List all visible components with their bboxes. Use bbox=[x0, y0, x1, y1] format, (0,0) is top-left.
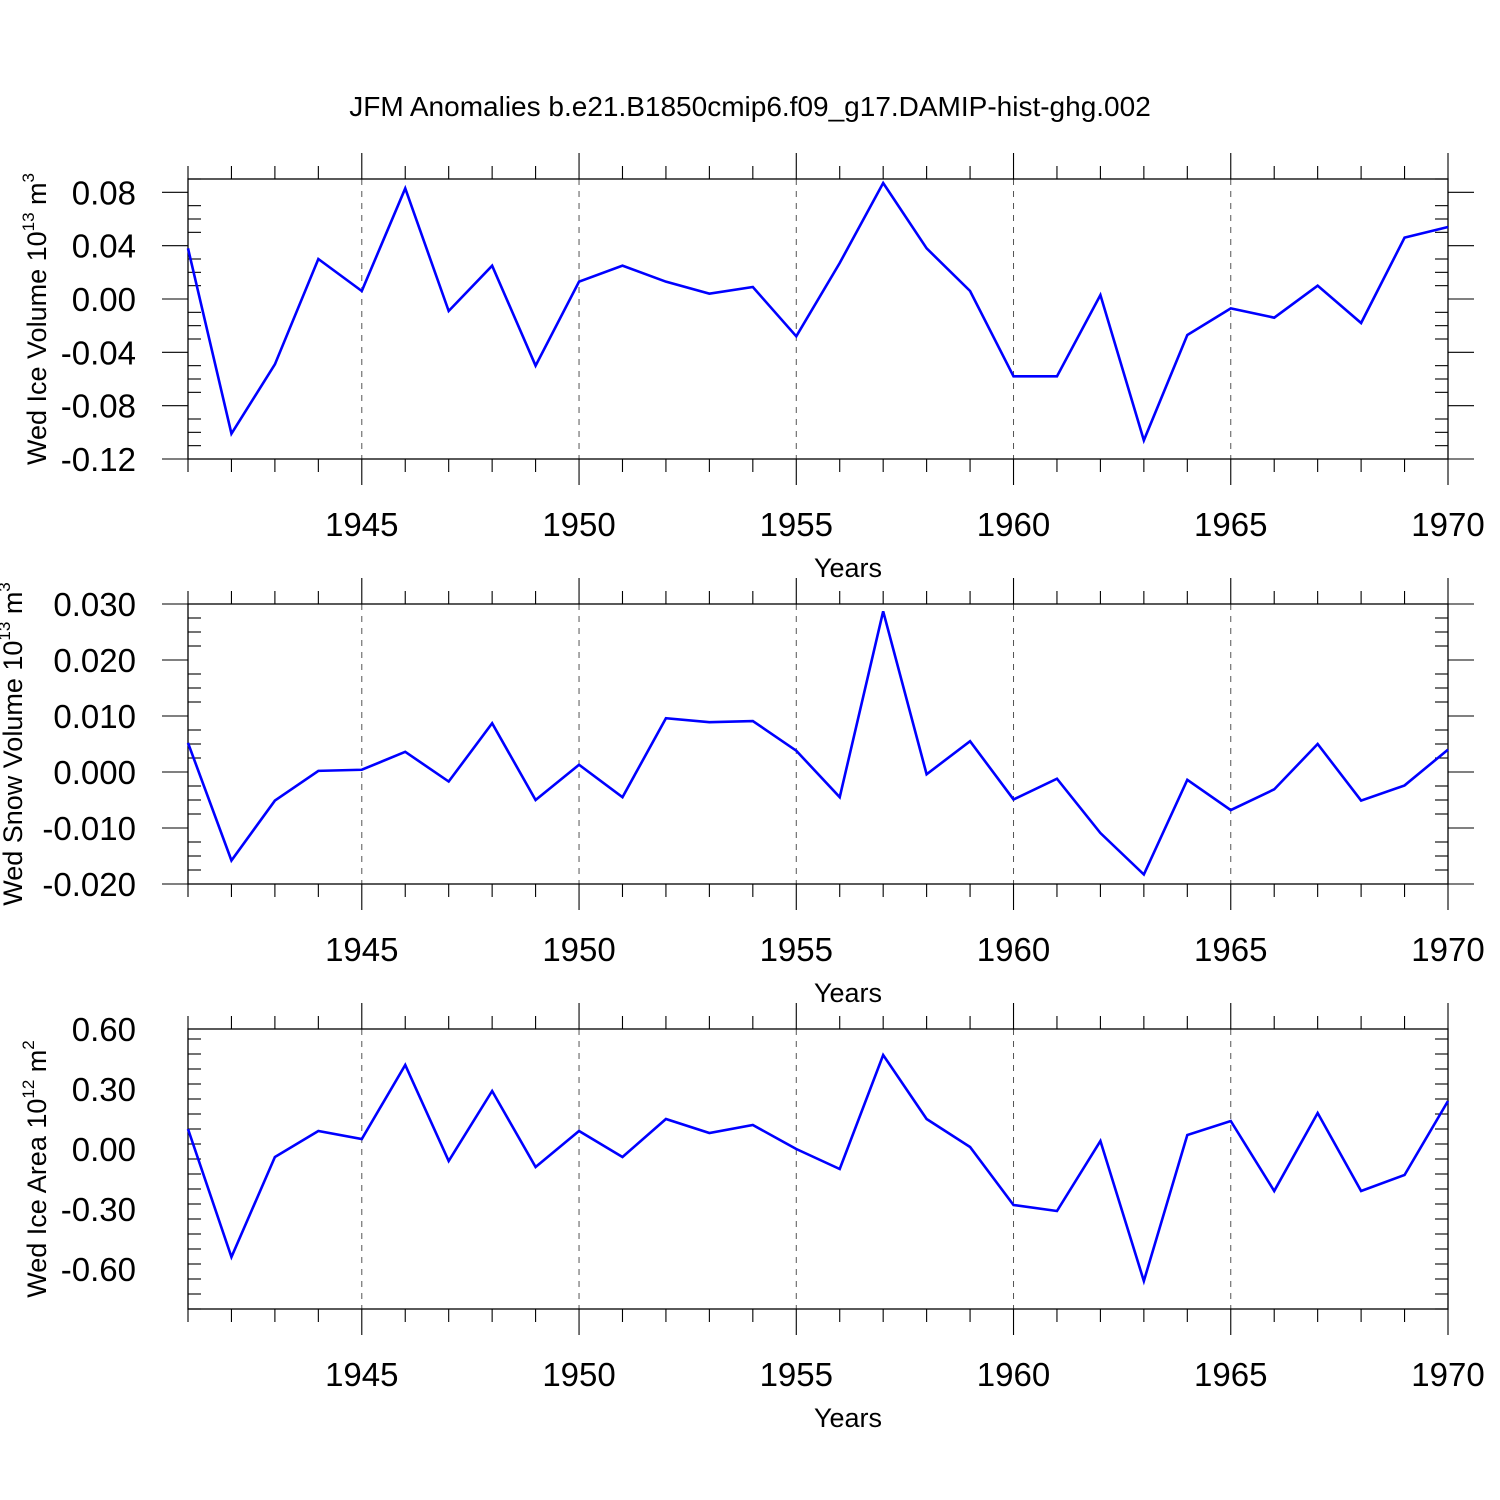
x-tick-label: 1960 bbox=[977, 506, 1050, 543]
x-axis-title: Years bbox=[814, 978, 882, 1008]
y-axis-title-unit-exponent: 3 bbox=[0, 582, 14, 591]
y-axis-title: Wed Snow Volume 1013 m3 bbox=[0, 582, 28, 906]
x-tick-label: 1955 bbox=[760, 506, 833, 543]
y-tick-label: -0.12 bbox=[61, 441, 136, 478]
y-axis-title-exponent: 13 bbox=[19, 212, 38, 231]
y-axis-title-main: Wed Ice Area 10 bbox=[22, 1099, 52, 1298]
y-tick-label: 0.00 bbox=[72, 1131, 136, 1168]
y-tick-label: 0.60 bbox=[72, 1011, 136, 1048]
y-axis-title-unit-exponent: 3 bbox=[19, 173, 38, 182]
x-tick-label: 1950 bbox=[542, 931, 615, 968]
x-tick-label: 1950 bbox=[542, 506, 615, 543]
y-axis-title: Wed Ice Area 1012 m2 bbox=[19, 1040, 52, 1298]
x-tick-label: 1945 bbox=[325, 1356, 398, 1393]
x-axis-title: Years bbox=[814, 1403, 882, 1433]
y-tick-label: -0.60 bbox=[61, 1251, 136, 1288]
x-tick-label: 1945 bbox=[325, 506, 398, 543]
x-tick-label: 1945 bbox=[325, 931, 398, 968]
panel-3: -0.60 -0.30 0.00 0.30 0.60 1945 1950 1955 1960 19… bbox=[19, 1003, 1485, 1433]
y-tick-label: -0.08 bbox=[61, 388, 136, 425]
y-axis-title-main: Wed Ice Volume 10 bbox=[22, 231, 52, 465]
x-tick-label: 1965 bbox=[1194, 931, 1267, 968]
x-tick-label: 1965 bbox=[1194, 506, 1267, 543]
y-tick-label: -0.020 bbox=[42, 866, 136, 903]
plot-frame bbox=[187, 178, 1449, 460]
y-tick-label: 0.00 bbox=[72, 281, 136, 318]
y-tick-label: 0.010 bbox=[53, 698, 136, 735]
y-axis-title-main: Wed Snow Volume 10 bbox=[0, 641, 28, 906]
y-axis-title-unit-exponent: 2 bbox=[19, 1040, 38, 1049]
series-line bbox=[186, 180, 1449, 445]
y-axis-title: Wed Ice Volume 1013 m3 bbox=[19, 173, 52, 465]
series-line bbox=[186, 1052, 1450, 1286]
y-axis-title-unit: m bbox=[22, 1050, 52, 1080]
y-tick-label: -0.30 bbox=[61, 1191, 136, 1228]
x-tick-label: 1965 bbox=[1194, 1356, 1267, 1393]
x-tick-label: 1955 bbox=[760, 1356, 833, 1393]
x-tick-label: 1970 bbox=[1411, 931, 1484, 968]
x-tick-label: 1950 bbox=[542, 1356, 615, 1393]
y-axis-title-unit: m bbox=[0, 592, 28, 622]
y-axis-title-exponent: 13 bbox=[0, 622, 14, 641]
plot-frame bbox=[187, 1028, 1449, 1310]
y-tick-label: 0.030 bbox=[53, 586, 136, 623]
plot-frame bbox=[187, 603, 1449, 885]
y-tick-label: -0.010 bbox=[42, 810, 136, 847]
y-tick-label: 0.020 bbox=[53, 642, 136, 679]
panel-1: -0.12 -0.08 -0.04 0.00 0.04 0.08 1945 1950 1955 1… bbox=[19, 153, 1485, 583]
x-tick-label: 1960 bbox=[977, 1356, 1050, 1393]
x-tick-label: 1955 bbox=[760, 931, 833, 968]
y-tick-label: 0.000 bbox=[53, 754, 136, 791]
y-tick-label: 0.08 bbox=[72, 174, 136, 211]
series-line bbox=[186, 610, 1449, 877]
y-tick-label: 0.04 bbox=[72, 228, 136, 265]
x-axis-title: Years bbox=[814, 553, 882, 583]
chart-title: JFM Anomalies b.e21.B1850cmip6.f09_g17.D… bbox=[349, 91, 1151, 122]
x-tick-label: 1970 bbox=[1411, 1356, 1484, 1393]
y-axis-title-unit: m bbox=[22, 182, 52, 212]
x-tick-label: 1960 bbox=[977, 931, 1050, 968]
y-tick-label: -0.04 bbox=[61, 334, 136, 371]
panel-2: -0.020 -0.010 0.000 0.010 0.020 0.030 1945 1950… bbox=[0, 578, 1485, 1008]
y-tick-label: 0.30 bbox=[72, 1071, 136, 1108]
y-axis-title-exponent: 12 bbox=[19, 1080, 38, 1099]
x-tick-label: 1970 bbox=[1411, 506, 1484, 543]
